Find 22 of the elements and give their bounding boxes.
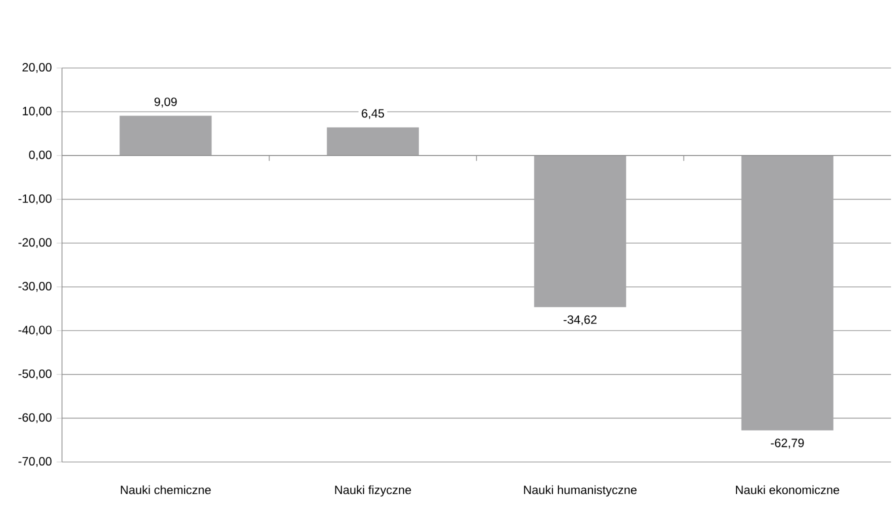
bar: [120, 116, 212, 156]
x-tick-label: Nauki fizyczne: [335, 485, 412, 497]
y-tick-label: -40,00: [18, 326, 52, 336]
data-label: -34,62: [564, 315, 597, 326]
y-tick-label: -20,00: [18, 238, 52, 248]
y-tick-label: 0,00: [29, 150, 52, 160]
y-tick-label: -10,00: [18, 194, 52, 204]
y-tick-label: -30,00: [18, 282, 52, 292]
y-tick-label: 10,00: [22, 106, 52, 117]
bar: [326, 127, 419, 156]
y-tick-label: -70,00: [18, 457, 52, 467]
y-tick-label: -60,00: [18, 413, 52, 424]
x-tick-label: Nauki ekonomiczne: [736, 485, 840, 494]
y-tick-label: 20,00: [22, 63, 52, 73]
y-tick-label: -50,00: [18, 369, 52, 380]
data-label: -62,79: [770, 438, 804, 449]
data-label: 6,45: [362, 109, 384, 120]
x-tick-label: Nauki chemiczne: [120, 485, 211, 494]
bar: [534, 156, 626, 308]
bar: [741, 156, 834, 430]
x-tick-label: Nauki humanistyczne: [524, 485, 637, 497]
data-label: 9,09: [154, 98, 177, 108]
